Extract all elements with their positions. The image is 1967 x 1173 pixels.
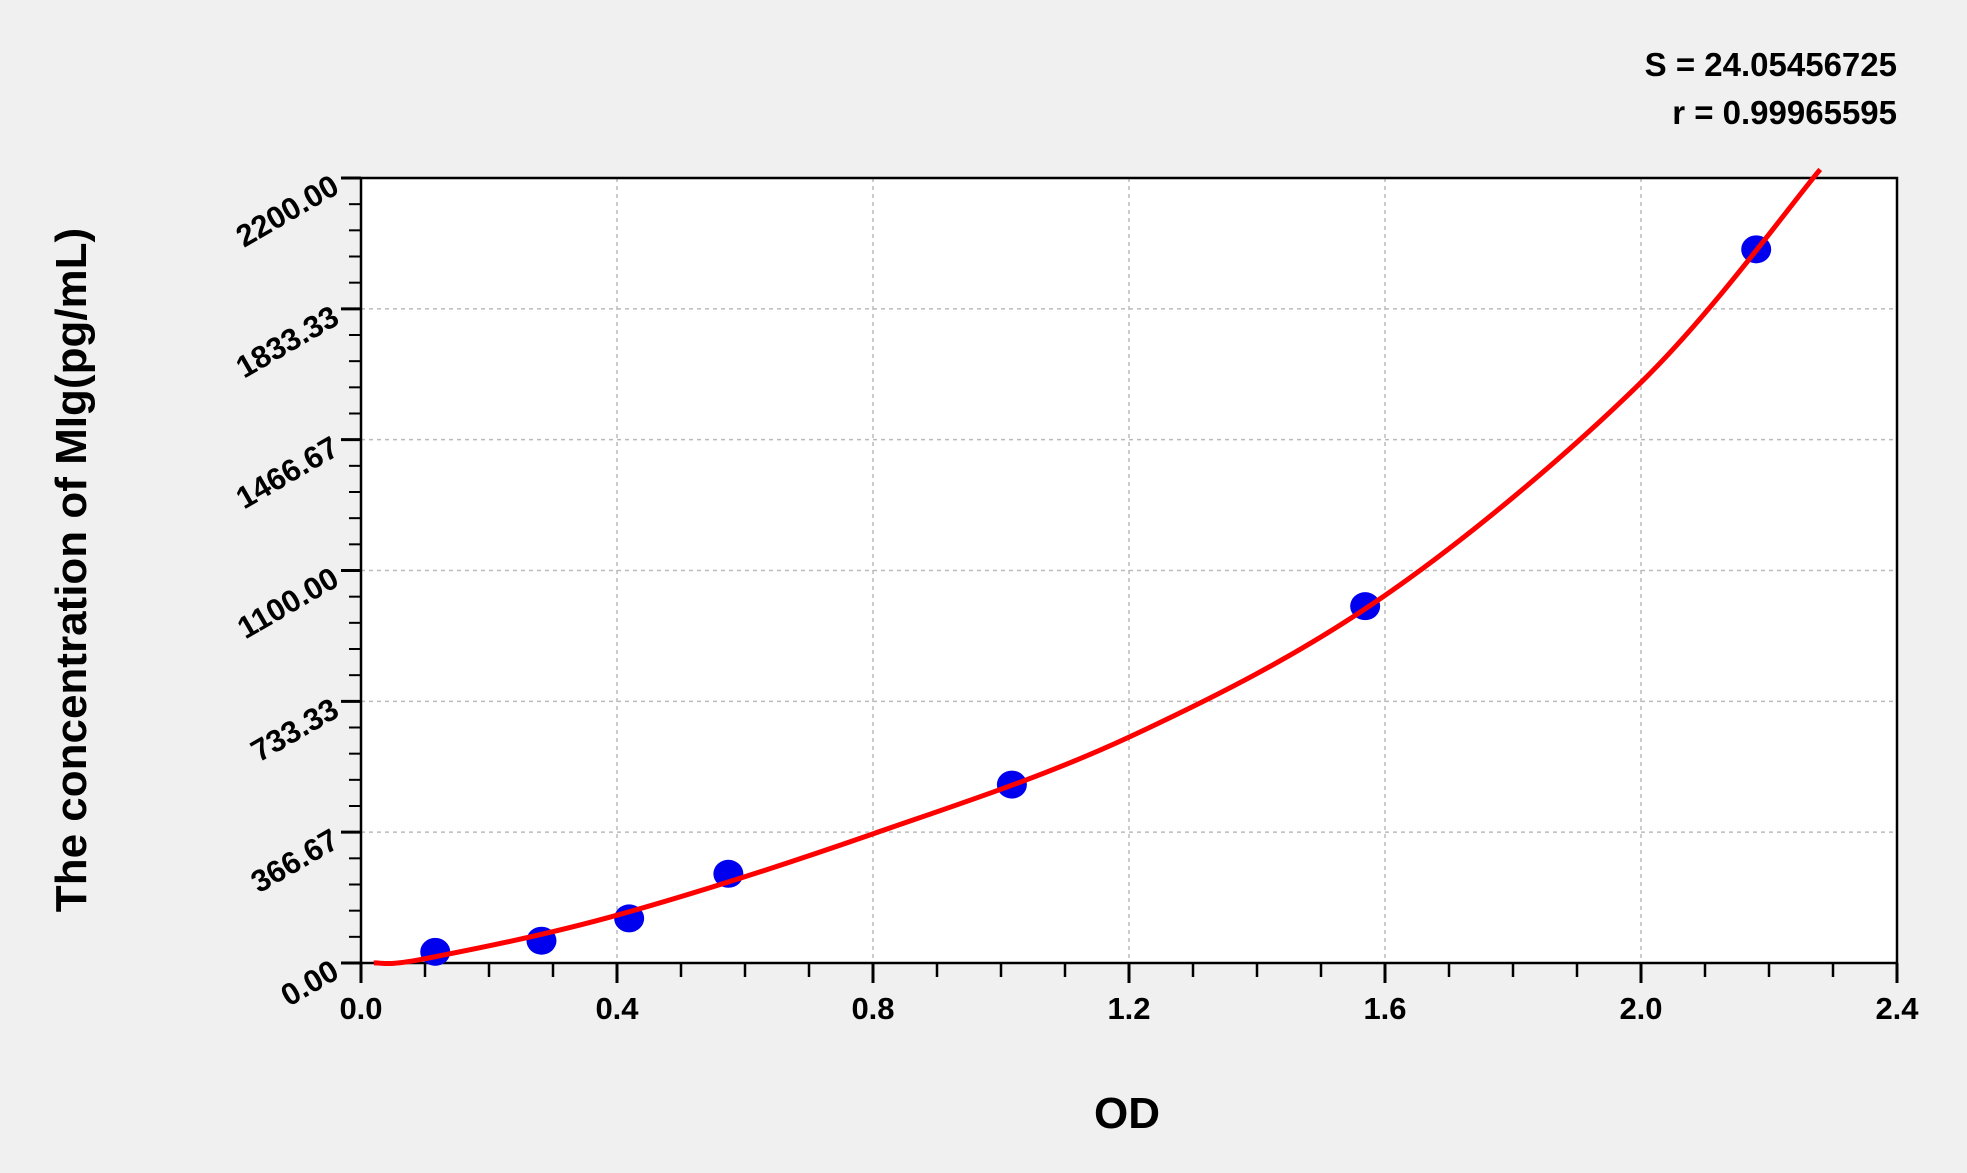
x-tick-label: 0.8 [851, 991, 894, 1026]
x-tick-labels: 0.0 0.4 0.8 1.2 1.6 2.0 2.4 [339, 991, 1919, 1026]
fit-curve [373, 167, 1823, 967]
y-axis-title: The concentration of MIg(pg/mL) [47, 228, 96, 912]
grid [361, 178, 1897, 963]
x-tick-label: 1.2 [1107, 991, 1150, 1026]
y-tick-labels: 0.00 366.67 733.33 1100.00 1466.67 1833.33 220… [230, 168, 345, 1013]
x-tick-label: 2.4 [1875, 991, 1919, 1026]
x-axis-title: OD [1094, 1089, 1160, 1138]
x-tick-label: 1.6 [1363, 991, 1406, 1026]
y-tick-label: 733.33 [245, 691, 345, 769]
x-tick-label: 2.0 [1619, 991, 1662, 1026]
y-tick-label: 2200.00 [230, 168, 345, 254]
data-point [420, 937, 451, 966]
y-tick-label: 1100.00 [231, 560, 344, 645]
ticks [341, 176, 1899, 983]
y-tick-label: 0.00 [275, 953, 345, 1013]
x-tick-label: 0.4 [595, 991, 639, 1026]
s-statistic: S = 24.05456725 [1645, 46, 1897, 83]
r-statistic: r = 0.99965595 [1672, 94, 1897, 131]
y-tick-label: 366.67 [245, 822, 345, 900]
y-tick-label: 1466.67 [230, 429, 345, 515]
plot-frame [359, 176, 1899, 965]
y-tick-label: 1833.33 [230, 299, 345, 385]
x-tick-label: 0.0 [339, 991, 382, 1026]
